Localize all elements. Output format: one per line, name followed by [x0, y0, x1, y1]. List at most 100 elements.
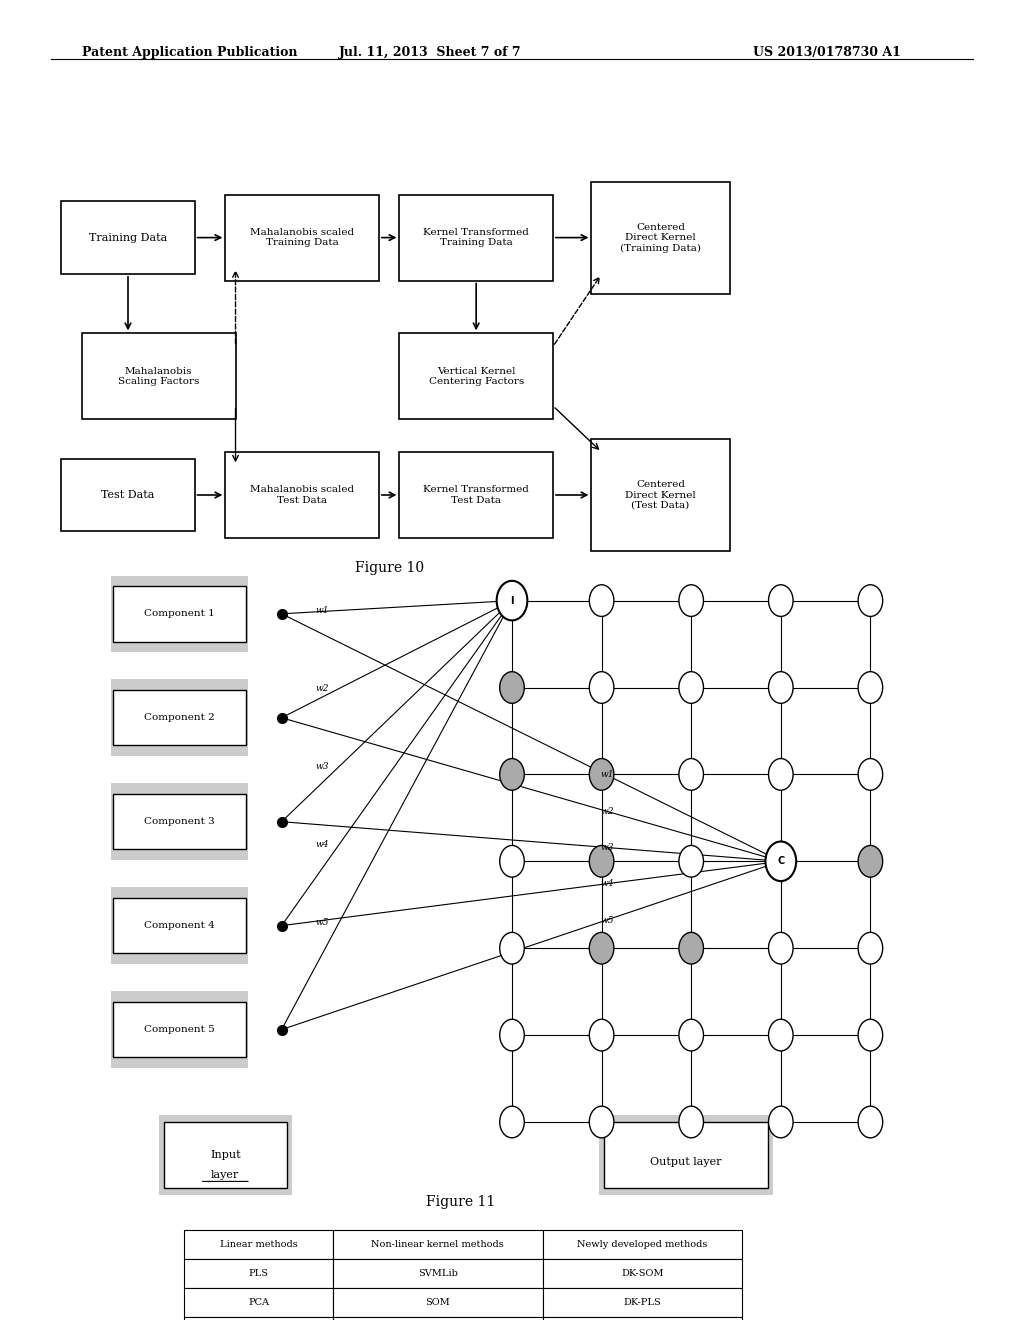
FancyBboxPatch shape — [113, 1002, 246, 1057]
Text: Component 5: Component 5 — [143, 1026, 215, 1034]
Text: PLS: PLS — [249, 1270, 268, 1278]
Circle shape — [500, 1106, 524, 1138]
Circle shape — [500, 672, 524, 704]
FancyBboxPatch shape — [113, 690, 246, 746]
Text: Component 3: Component 3 — [143, 817, 215, 826]
Circle shape — [858, 585, 883, 616]
FancyBboxPatch shape — [111, 784, 248, 861]
FancyBboxPatch shape — [184, 1230, 333, 1259]
Circle shape — [858, 1106, 883, 1138]
FancyBboxPatch shape — [333, 1230, 543, 1259]
Circle shape — [858, 672, 883, 704]
FancyBboxPatch shape — [111, 887, 248, 964]
FancyBboxPatch shape — [333, 1288, 543, 1317]
Circle shape — [590, 585, 614, 616]
FancyBboxPatch shape — [604, 1122, 768, 1188]
Text: Non-linear kernel methods: Non-linear kernel methods — [372, 1241, 504, 1249]
FancyBboxPatch shape — [399, 333, 553, 420]
Text: DK-SOM: DK-SOM — [622, 1270, 664, 1278]
FancyBboxPatch shape — [399, 195, 553, 281]
Circle shape — [500, 759, 524, 791]
Text: w2: w2 — [315, 684, 329, 693]
Text: Linear methods: Linear methods — [220, 1241, 297, 1249]
FancyBboxPatch shape — [333, 1259, 543, 1288]
Text: Component 2: Component 2 — [143, 713, 215, 722]
Text: w3: w3 — [315, 762, 329, 771]
Text: Input: Input — [210, 1150, 241, 1160]
FancyBboxPatch shape — [113, 795, 246, 850]
Text: Kernel Transformed
Training Data: Kernel Transformed Training Data — [423, 228, 529, 247]
FancyBboxPatch shape — [113, 586, 246, 642]
Circle shape — [858, 845, 883, 876]
Text: w5: w5 — [315, 917, 329, 927]
FancyBboxPatch shape — [82, 333, 236, 420]
Text: Jul. 11, 2013  Sheet 7 of 7: Jul. 11, 2013 Sheet 7 of 7 — [339, 46, 521, 59]
Text: SOM: SOM — [425, 1299, 451, 1307]
Circle shape — [497, 581, 527, 620]
Circle shape — [679, 932, 703, 964]
Circle shape — [679, 759, 703, 791]
Circle shape — [858, 759, 883, 791]
Circle shape — [765, 842, 797, 882]
Circle shape — [768, 585, 793, 616]
Text: Component 1: Component 1 — [143, 610, 215, 618]
Circle shape — [768, 759, 793, 791]
Text: Output layer: Output layer — [650, 1156, 722, 1167]
Circle shape — [590, 1019, 614, 1051]
Text: I: I — [510, 595, 514, 606]
FancyBboxPatch shape — [184, 1259, 333, 1288]
Text: US 2013/0178730 A1: US 2013/0178730 A1 — [754, 46, 901, 59]
Circle shape — [768, 672, 793, 704]
FancyBboxPatch shape — [111, 991, 248, 1068]
Text: w5: w5 — [601, 916, 614, 925]
Text: DK-PLS: DK-PLS — [624, 1299, 662, 1307]
Text: C: C — [777, 857, 784, 866]
FancyBboxPatch shape — [599, 1115, 773, 1195]
FancyBboxPatch shape — [543, 1230, 742, 1259]
Circle shape — [858, 1019, 883, 1051]
FancyBboxPatch shape — [111, 680, 248, 756]
Text: Figure 11: Figure 11 — [426, 1195, 496, 1209]
Text: w2: w2 — [601, 807, 614, 816]
Circle shape — [679, 585, 703, 616]
Text: w1: w1 — [601, 770, 614, 779]
FancyBboxPatch shape — [113, 898, 246, 953]
Text: SVMLib: SVMLib — [418, 1270, 458, 1278]
Circle shape — [679, 845, 703, 876]
FancyBboxPatch shape — [333, 1317, 543, 1320]
Circle shape — [500, 845, 524, 876]
FancyBboxPatch shape — [399, 451, 553, 539]
Text: w4: w4 — [601, 879, 614, 888]
FancyBboxPatch shape — [543, 1259, 742, 1288]
Text: w3: w3 — [601, 843, 614, 851]
Circle shape — [679, 672, 703, 704]
Circle shape — [500, 932, 524, 964]
Circle shape — [858, 932, 883, 964]
FancyBboxPatch shape — [543, 1317, 742, 1320]
FancyBboxPatch shape — [543, 1288, 742, 1317]
FancyBboxPatch shape — [592, 181, 729, 294]
FancyBboxPatch shape — [184, 1288, 333, 1317]
FancyBboxPatch shape — [592, 438, 729, 552]
Text: Training Data: Training Data — [89, 232, 167, 243]
Text: Mahalanobis
Scaling Factors: Mahalanobis Scaling Factors — [118, 367, 200, 385]
FancyBboxPatch shape — [184, 1317, 333, 1320]
Text: Centered
Direct Kernel
(Test Data): Centered Direct Kernel (Test Data) — [625, 480, 696, 510]
Text: PCA: PCA — [248, 1299, 269, 1307]
Text: Component 4: Component 4 — [143, 921, 215, 931]
Text: Mahalanobis scaled
Training Data: Mahalanobis scaled Training Data — [250, 228, 354, 247]
Circle shape — [590, 1106, 614, 1138]
Text: w1: w1 — [315, 606, 329, 615]
FancyBboxPatch shape — [111, 576, 248, 652]
FancyBboxPatch shape — [164, 1122, 287, 1188]
Text: Figure 10: Figure 10 — [354, 561, 424, 576]
FancyBboxPatch shape — [159, 1115, 292, 1195]
Circle shape — [768, 932, 793, 964]
Circle shape — [590, 759, 614, 791]
Circle shape — [590, 845, 614, 876]
Text: Newly developed methods: Newly developed methods — [578, 1241, 708, 1249]
Circle shape — [768, 1106, 793, 1138]
Text: Kernel Transformed
Test Data: Kernel Transformed Test Data — [423, 486, 529, 504]
Text: Patent Application Publication: Patent Application Publication — [82, 46, 297, 59]
Circle shape — [679, 1019, 703, 1051]
